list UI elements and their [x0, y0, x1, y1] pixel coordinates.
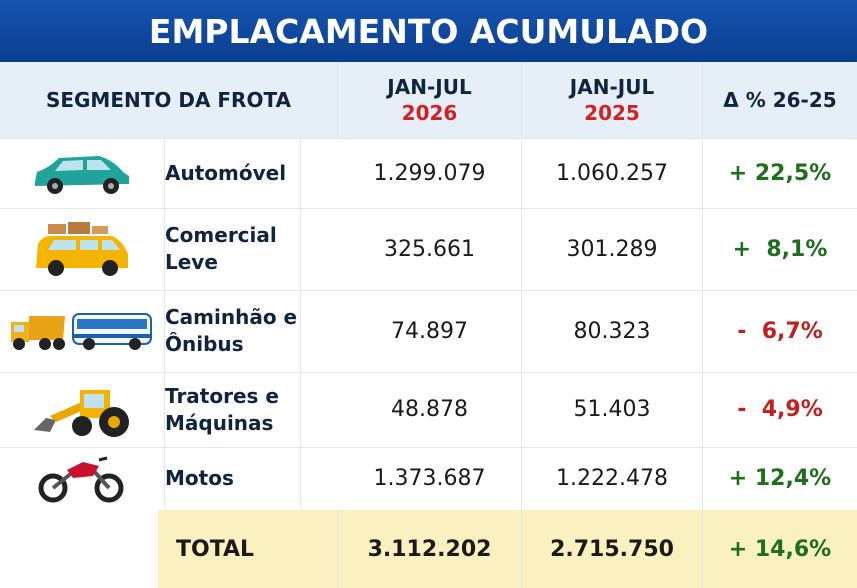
icon-cell	[0, 447, 165, 510]
icon-cell	[0, 208, 165, 290]
cell: 80.323	[522, 290, 703, 372]
total-label: TOTAL	[158, 510, 338, 588]
cell: 1.299.079	[338, 138, 522, 208]
header-label: JAN-JUL	[569, 75, 655, 99]
truck-bus-icon	[11, 313, 152, 350]
table-row: Motos 1.373.687 1.222.478 + 12,4%	[0, 447, 857, 511]
title: EMPLACAMENTO ACUMULADO	[0, 0, 857, 62]
segment-label: Automóvel	[165, 138, 301, 208]
header-year: 2025	[584, 101, 640, 125]
header-cell: SEGMENTO DA FROTA	[0, 62, 338, 138]
header-row: SEGMENTO DA FROTA JAN-JUL 2026 JAN-JUL 202…	[0, 62, 857, 139]
header-label: SEGMENTO DA FROTA	[45, 88, 292, 112]
table-row: Comercial Leve 325.661 301.289 + 8,1%	[0, 208, 857, 291]
table-row: Automóvel 1.299.079 1.060.257 + 22,5%	[0, 138, 857, 209]
segment-label: Comercial Leve	[165, 208, 301, 290]
cell: 48.878	[338, 372, 522, 447]
total-row: TOTAL 3.112.202 2.715.750 + 14,6%	[0, 510, 857, 588]
van-icon	[36, 222, 128, 276]
cell: 1.060.257	[522, 138, 703, 208]
delta-cell: - 6,7%	[737, 318, 823, 344]
icon-cell	[0, 290, 165, 372]
delta-cell: + 12,4%	[728, 466, 832, 491]
header-label: Δ % 26-25	[723, 88, 837, 112]
segment-label: Tratores e Máquinas	[165, 372, 301, 447]
cell: 51.403	[522, 372, 703, 447]
empty-cell	[0, 510, 158, 588]
delta-cell: + 8,1%	[732, 236, 828, 262]
cell: 301.289	[522, 208, 703, 290]
header-year: 2026	[401, 101, 458, 125]
icon-cell	[0, 372, 165, 447]
table-row: Tratores e Máquinas 48.878 51.403 - 4,9%	[0, 372, 857, 448]
cell: 1.373.687	[338, 447, 522, 510]
tractor-icon	[34, 389, 129, 437]
header-label: JAN-JUL	[387, 75, 472, 99]
segment-label: Caminhão e Ônibus	[165, 290, 301, 372]
cell: 325.661	[338, 208, 522, 290]
segment-label: Motos	[165, 447, 301, 510]
car-icon	[35, 156, 129, 194]
header-cell: JAN-JUL 2025	[522, 62, 703, 138]
delta-cell: + 22,5%	[728, 160, 832, 186]
header-cell: JAN-JUL 2026	[338, 62, 522, 138]
motorcycle-icon	[38, 456, 124, 502]
header-cell: Δ % 26-25	[703, 62, 857, 138]
total-cell: 2.715.750	[522, 510, 703, 588]
icon-cell	[0, 138, 165, 208]
delta-cell: - 4,9%	[737, 397, 823, 422]
table-row: Caminhão e Ônibus 74.897 80.323 - 6,7%	[0, 290, 857, 373]
cell: 74.897	[338, 290, 522, 372]
total-delta: + 14,6%	[703, 510, 857, 588]
total-cell: 3.112.202	[338, 510, 522, 588]
cell: 1.222.478	[522, 447, 703, 510]
